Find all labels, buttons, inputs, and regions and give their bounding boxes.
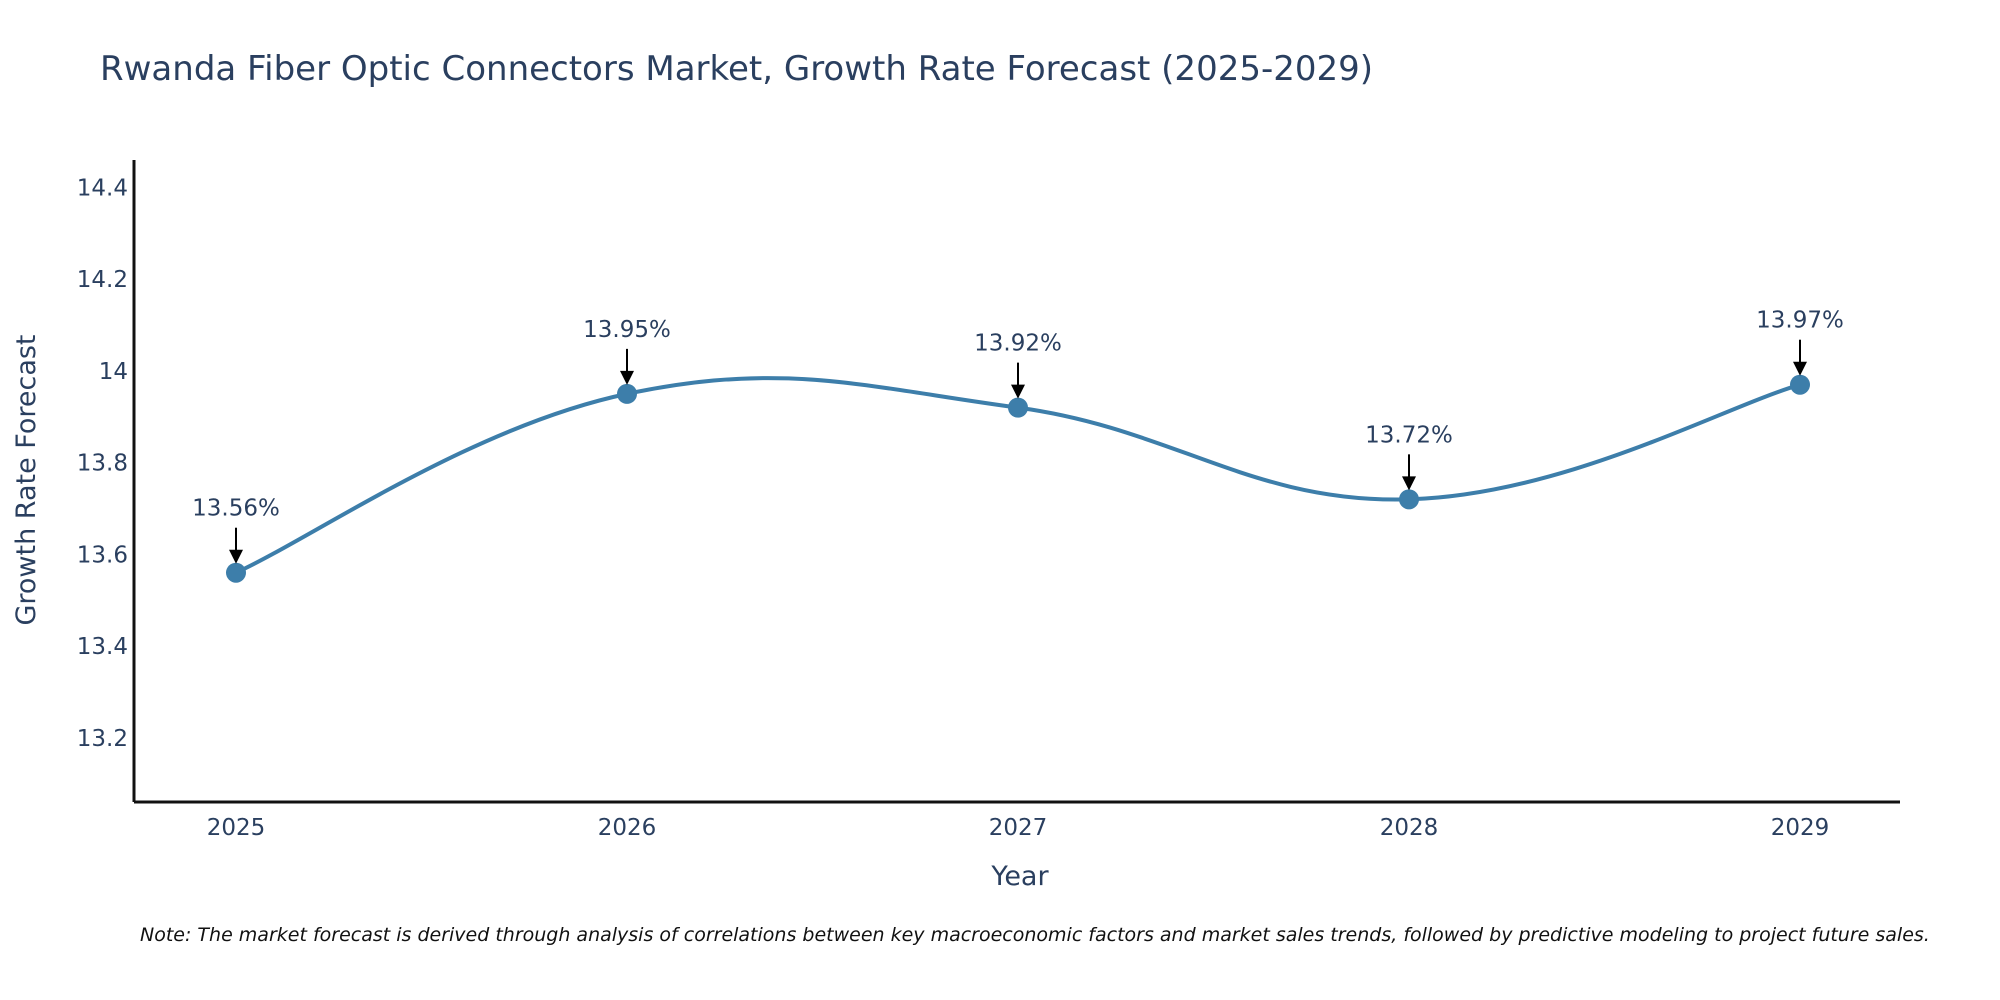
x-tick-label: 2026 <box>598 815 657 841</box>
x-axis-ticks: 2025 2026 2027 2028 2029 <box>207 815 1830 841</box>
y-tick-label: 13.2 <box>77 726 128 752</box>
annotation-arrow-head <box>229 549 243 564</box>
y-tick-label: 13.8 <box>77 451 128 477</box>
y-tick-label: 14.4 <box>77 176 128 202</box>
annotation-arrow-head <box>1402 476 1416 491</box>
data-annotations: 13.56% 13.95% 13.92% 13.72% 13.97% <box>192 308 1844 564</box>
x-tick-label: 2025 <box>207 815 266 841</box>
annotation-arrow-head <box>620 370 634 385</box>
footnote: Note: The market forecast is derived thr… <box>140 924 1930 946</box>
x-tick-label: 2029 <box>1771 815 1830 841</box>
data-label: 13.95% <box>583 317 671 343</box>
data-point-marker <box>1399 489 1419 510</box>
data-point-marker <box>226 562 246 583</box>
data-label: 13.72% <box>1365 422 1453 448</box>
annotation-arrow-head <box>1793 361 1807 376</box>
x-axis-title: Year <box>990 861 1049 892</box>
y-tick-label: 13.6 <box>77 542 128 568</box>
y-tick-label: 14 <box>99 359 128 385</box>
data-point-marker <box>617 383 637 404</box>
data-point-marker <box>1008 397 1028 418</box>
data-label: 13.97% <box>1756 308 1844 334</box>
data-point-marker <box>1790 374 1810 395</box>
x-tick-label: 2028 <box>1380 815 1439 841</box>
chart-title: Rwanda Fiber Optic Connectors Market, Gr… <box>100 49 1373 89</box>
y-axis-ticks: 13.2 13.4 13.6 13.8 14 14.2 14.4 <box>77 176 128 752</box>
y-tick-label: 14.2 <box>77 267 128 293</box>
data-points <box>226 374 1810 583</box>
data-label: 13.92% <box>974 331 1062 357</box>
annotation-arrow-head <box>1011 384 1025 399</box>
y-axis-title: Growth Rate Forecast <box>11 334 42 625</box>
x-tick-label: 2027 <box>989 815 1048 841</box>
data-label: 13.56% <box>192 496 280 522</box>
y-tick-label: 13.4 <box>77 634 128 660</box>
